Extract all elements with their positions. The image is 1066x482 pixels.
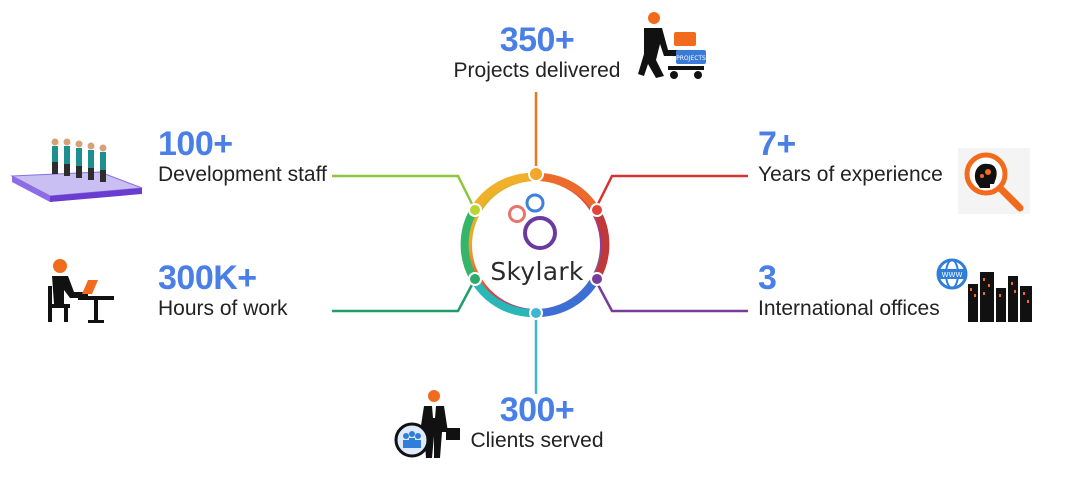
brand: Skylark [462,180,612,310]
worker-with-cart-icon: PROJECTS [638,12,706,79]
node-clients [529,306,543,320]
stat-hours-label: Hours of work [158,297,288,320]
svg-text:WWW: WWW [942,271,963,279]
brand-name: Skylark [490,257,584,286]
stat-experience-label: Years of experience [758,163,943,186]
node-offices [590,272,604,286]
stat-clients-value: 300+ [499,391,575,429]
node-experience [590,203,604,217]
stat-experience: 7+ Years of experience [758,126,943,188]
connector-hours [332,280,476,313]
stat-offices-value: 3 [758,259,777,297]
node-hours [468,272,482,286]
svg-text:PROJECTS: PROJECTS [676,55,706,62]
globe-city-icon: WWW [936,258,1032,322]
person-at-desk-icon [48,259,114,323]
connector-offices [594,280,748,313]
connector-experience [594,174,748,209]
stat-staff: 100+ Development staff [158,126,327,188]
node-projects [528,166,544,182]
stat-clients-label: Clients served [470,429,604,452]
stat-hours-value: 300K+ [158,259,257,297]
stat-staff-label: Development staff [158,163,327,186]
stat-experience-value: 7+ [758,125,796,163]
stat-projects-label: Projects delivered [453,59,621,82]
connector-staff [332,174,476,209]
stat-hours: 300K+ Hours of work [158,260,288,322]
node-staff [468,203,482,217]
businessman-with-clients-icon [394,390,460,458]
stat-projects-value: 350+ [499,21,575,59]
stat-offices-label: International offices [758,297,940,320]
magnifier-brain-icon [958,148,1030,214]
bubbles-logo-icon [508,193,557,250]
stat-offices: 3 International offices [758,260,940,322]
team-on-platform-icon [10,138,143,202]
stat-projects: 350+ Projects delivered [452,22,622,84]
stat-staff-value: 100+ [158,125,233,163]
stat-clients: 300+ Clients served [466,392,608,454]
